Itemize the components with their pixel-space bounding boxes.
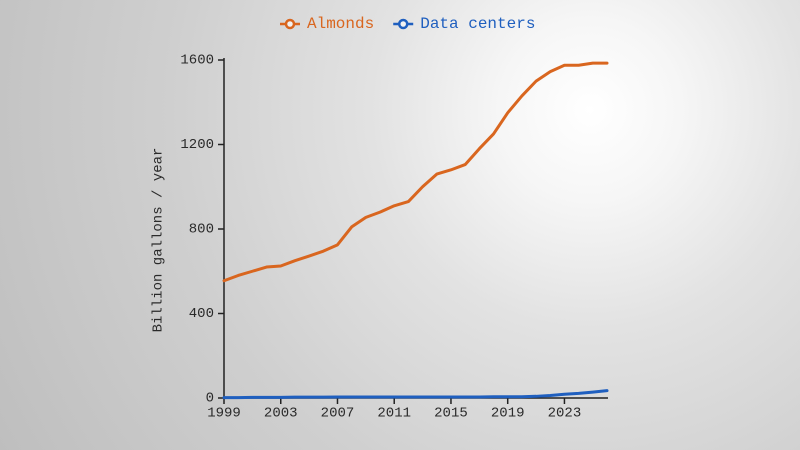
x-tick-label: 2019 — [491, 406, 525, 422]
x-tick-label: 2011 — [377, 406, 411, 422]
legend-label: Data centers — [420, 15, 535, 33]
y-axis-label: Billion gallons / year — [151, 148, 167, 333]
x-tick-label: 2023 — [548, 406, 582, 422]
legend-swatch-marker — [397, 18, 409, 30]
y-tick-label: 0 — [206, 391, 214, 407]
data-line — [222, 389, 609, 400]
x-tick-label: 2003 — [264, 406, 298, 422]
y-tick-label: 1600 — [180, 53, 214, 69]
x-tick-label: 1999 — [207, 406, 241, 422]
legend-label: Almonds — [307, 15, 374, 33]
y-tick-label: 400 — [189, 306, 214, 322]
y-tick-label: 1200 — [180, 137, 214, 153]
data-line — [222, 61, 609, 283]
y-tick-label: 800 — [189, 222, 214, 238]
legend-swatch-marker — [284, 18, 296, 30]
x-tick-label: 2015 — [434, 406, 468, 422]
x-tick-label: 2007 — [321, 406, 355, 422]
